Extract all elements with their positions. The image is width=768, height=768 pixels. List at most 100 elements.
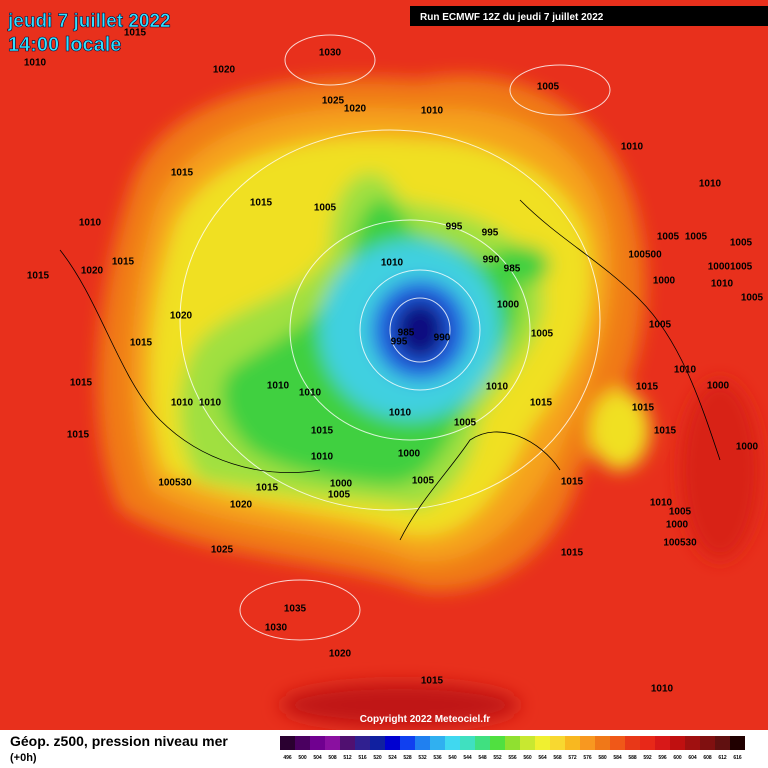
isobar-label: 1015 [530, 398, 553, 409]
isobar-label: 1015 [112, 257, 135, 268]
scale-label: 588 [628, 755, 637, 761]
isobar-label: 1005 [328, 490, 351, 501]
scale-label: 496 [283, 755, 292, 761]
isobar-label: 990 [483, 255, 500, 266]
isobar-label: 1015 [250, 198, 273, 209]
scale-swatch [610, 736, 625, 750]
footer-title: Géop. z500, pression niveau mer [10, 733, 228, 749]
scale-swatch [580, 736, 595, 750]
scale-swatch [385, 736, 400, 750]
scale-swatch [550, 736, 565, 750]
scale-swatch [730, 736, 745, 750]
scale-swatch [490, 736, 505, 750]
isobar-label: 985 [398, 328, 415, 339]
scale-label: 568 [553, 755, 562, 761]
scale-swatch [565, 736, 580, 750]
scale-swatch [325, 736, 340, 750]
scale-swatch [370, 736, 385, 750]
scale-label: 520 [373, 755, 382, 761]
scale-swatch [445, 736, 460, 750]
isobar-label: 1010 [267, 381, 290, 392]
isobar-label: 1010 [79, 218, 102, 229]
isobar-label: 1020 [329, 649, 352, 660]
scale-label: 536 [433, 755, 442, 761]
isobar-label: 1005 [454, 418, 477, 429]
scale-swatch [310, 736, 325, 750]
scale-label: 544 [463, 755, 472, 761]
isobar-label: 1005 [730, 238, 753, 249]
isobar-label: 1015 [124, 28, 147, 39]
isobar-label: 1000 [666, 520, 689, 531]
isobar-label: 1005 [741, 293, 764, 304]
subtitle: 14:00 locale [8, 34, 121, 56]
isobar-label: 995 [482, 228, 499, 239]
scale-label: 596 [658, 755, 667, 761]
scale-swatch [280, 736, 295, 750]
footer-step: (+0h) [10, 752, 37, 764]
scale-swatch [295, 736, 310, 750]
isobar-label: 1010 [171, 398, 194, 409]
scale-label: 504 [313, 755, 322, 761]
isobar-label: 985 [504, 264, 521, 275]
isobar-label: 995 [446, 222, 463, 233]
isobar-label: 1010 [299, 388, 322, 399]
scale-label: 572 [568, 755, 577, 761]
isobar-label: 1015 [171, 168, 194, 179]
isobar-label: 1005 [412, 476, 435, 487]
isobar-label: 1020 [230, 500, 253, 511]
field-shading [97, 75, 760, 727]
isobar-label: 1015 [70, 378, 93, 389]
run-box [410, 6, 768, 26]
isobar-label: 100530 [158, 478, 192, 489]
isobar-label: 1015 [311, 426, 334, 437]
scale-label: 528 [403, 755, 412, 761]
isobar-label: 1000 [330, 479, 353, 490]
scale-label: 548 [478, 755, 487, 761]
isobar-label: 1020 [81, 266, 104, 277]
scale-label: 508 [328, 755, 337, 761]
isobar-label: 1005 [685, 232, 708, 243]
isobar-label: 100530 [663, 538, 697, 549]
isobar-label: 1010 [486, 382, 509, 393]
scale-swatch [340, 736, 355, 750]
scale-label: 540 [448, 755, 457, 761]
scale-label: 584 [613, 755, 622, 761]
scale-swatch [430, 736, 445, 750]
isobar-label: 100500 [628, 250, 662, 261]
scale-label: 592 [643, 755, 652, 761]
isobar-label: 1000 [398, 449, 421, 460]
isobar-label: 1005 [314, 203, 337, 214]
color-scale: 496 500 504 508 512 516 520 524 528 532 536 540 544 5… [280, 736, 745, 761]
scale-label: 576 [583, 755, 592, 761]
scale-label: 604 [688, 755, 697, 761]
scale-label: 552 [493, 755, 502, 761]
isobar-label: 1010 [699, 179, 722, 190]
scale-label: 616 [733, 755, 742, 761]
isobar-label: 1015 [421, 676, 444, 687]
isobar-label: 1015 [632, 403, 655, 414]
isobars [179, 34, 611, 641]
scale-swatch [415, 736, 430, 750]
isobar-label: 1020 [170, 311, 193, 322]
isobar-label: 1015 [636, 382, 659, 393]
scale-label: 500 [298, 755, 307, 761]
scale-swatch [640, 736, 655, 750]
isobar-label: 1025 [322, 96, 345, 107]
isobar-label: 1000 [497, 300, 520, 311]
scale-label: 564 [538, 755, 547, 761]
scale-label: 560 [523, 755, 532, 761]
isobar-label: 1010 [650, 498, 673, 509]
scale-label: 580 [598, 755, 607, 761]
scale-swatch [655, 736, 670, 750]
isobar-label: 1015 [561, 548, 584, 559]
isobar-label: 1010 [674, 365, 697, 376]
scale-swatch [700, 736, 715, 750]
scale-swatch [520, 736, 535, 750]
scale-label: 612 [718, 755, 727, 761]
isobar-label: 995 [391, 337, 408, 348]
isobar-label: 1010 [24, 58, 47, 69]
isobar-label: 1005 [669, 507, 692, 518]
isobar-label: 990 [434, 333, 451, 344]
